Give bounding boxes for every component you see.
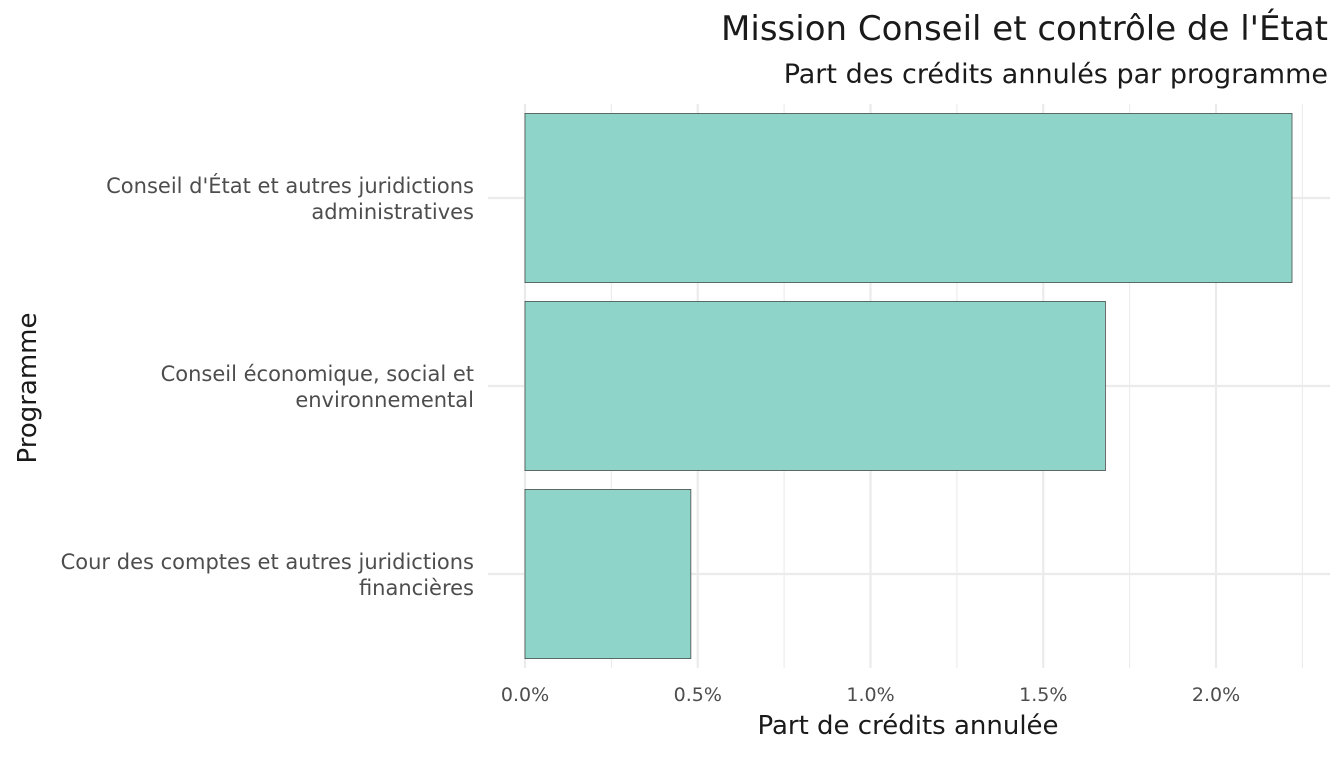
x-tick-label: 0.0% (501, 684, 549, 706)
bar (524, 113, 1293, 283)
category-label-line: environnemental (295, 388, 474, 412)
category-label-line: Cour des comptes et autres juridictions (61, 550, 474, 574)
x-tick-label: 1.5% (1019, 684, 1067, 706)
category-label-line: Conseil d'État et autres juridictions (106, 173, 474, 198)
bar-layer (524, 113, 1293, 659)
chart-title: Mission Conseil et contrôle de l'État (721, 8, 1328, 49)
chart-subtitle: Part des crédits annulés par programme (784, 59, 1328, 90)
bar (524, 300, 1106, 471)
bar (524, 488, 692, 659)
x-tick-label: 1.0% (846, 684, 894, 706)
y-axis-title: Programme (13, 312, 43, 463)
category-label-line: financières (359, 576, 474, 600)
x-tick-label: 0.5% (674, 684, 722, 706)
x-tick-label: 2.0% (1192, 684, 1240, 706)
category-label: Cour des comptes et autres juridictionsf… (61, 550, 474, 600)
x-axis-title: Part de crédits annulée (757, 711, 1058, 741)
category-label: Conseil économique, social etenvironneme… (161, 362, 474, 412)
category-labels: Conseil d'État et autres juridictionsadm… (61, 173, 474, 600)
category-label-line: administratives (311, 200, 474, 224)
category-label-line: Conseil économique, social et (161, 362, 474, 386)
x-tick-labels: 0.0% 0.5% 1.0% 1.5% 2.0% (501, 684, 1240, 706)
category-label: Conseil d'État et autres juridictionsadm… (106, 173, 474, 224)
